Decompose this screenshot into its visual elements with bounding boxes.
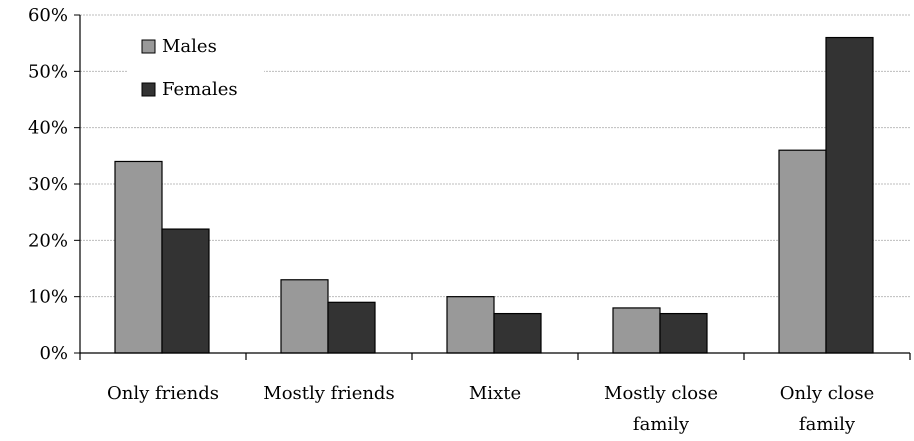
x-axis-labels: Only friends Mostly friends Mixte Mostly cl… [107,383,874,435]
bar-females-3 [659,312,708,354]
x-category-label: Only close [780,383,875,404]
x-category-label: Mostly close [604,383,718,404]
y-tick-label: 50% [28,61,68,82]
bars [114,36,874,354]
legend-label-females: Females [162,79,238,100]
bar-males-1 [280,279,329,354]
x-category-label: family [799,414,856,435]
bar-females-2 [493,312,542,354]
y-axis-ticks: 0% 10% 20% 30% 40% 50% 60% [28,5,80,364]
bar-males-2 [446,296,495,354]
legend-swatch-males [141,39,156,54]
bar-females-4 [825,36,874,354]
x-category-label: family [633,414,690,435]
legend-swatch-females [141,82,156,97]
y-tick-label: 10% [28,287,68,308]
x-category-label: Mostly friends [263,383,394,404]
bar-males-0 [114,160,163,354]
y-tick-label: 20% [28,230,68,251]
legend-label-males: Males [162,36,217,57]
y-tick-label: 0% [39,343,68,364]
legend: Males Females [128,30,264,110]
x-category-label: Only friends [107,383,219,404]
bar-males-3 [612,307,661,354]
y-tick-label: 40% [28,118,68,139]
bar-males-4 [778,149,827,354]
x-category-label: Mixte [469,383,521,404]
bar-females-0 [161,228,210,354]
y-tick-label: 60% [28,5,68,26]
y-tick-label: 30% [28,174,68,195]
bar-females-1 [327,301,376,354]
